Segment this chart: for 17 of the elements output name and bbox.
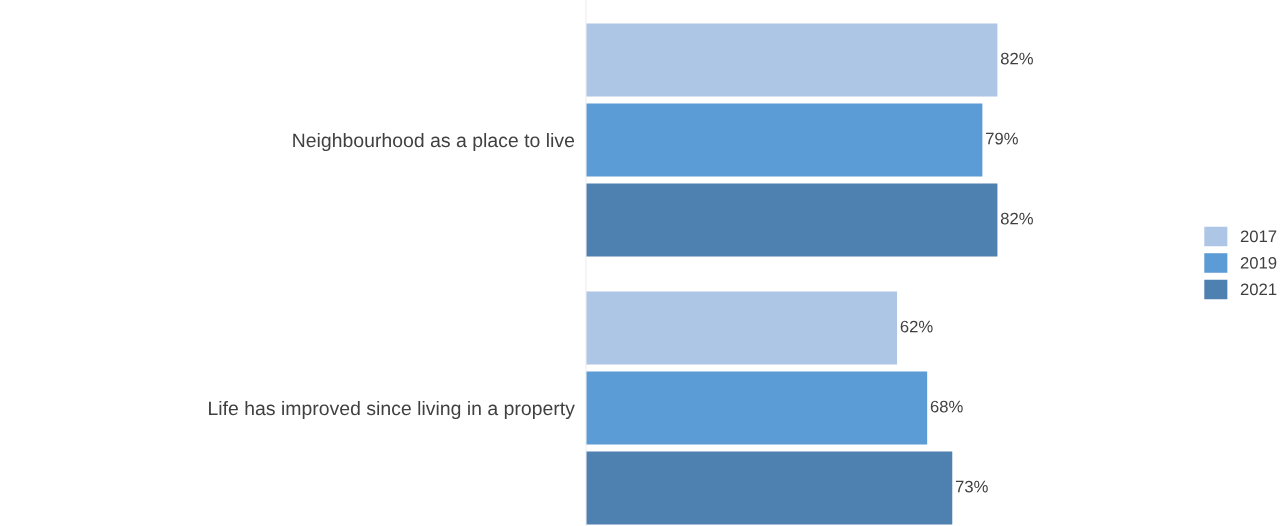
data-label: 68% xyxy=(930,400,963,413)
data-label: 62% xyxy=(900,320,933,333)
y-tick-label: Neighbourhood as a place to live xyxy=(293,132,575,152)
bar xyxy=(586,371,928,445)
legend-label: 2017 xyxy=(1240,230,1277,243)
data-label: 79% xyxy=(986,132,1018,145)
legend-label: 2021 xyxy=(1240,283,1277,296)
data-label: 82% xyxy=(1000,52,1033,65)
y-tick-label: Life has improved since living in a property xyxy=(209,400,575,420)
data-label: 73% xyxy=(955,480,988,493)
bar xyxy=(586,103,983,177)
legend-label: 2019 xyxy=(1240,256,1277,269)
bar xyxy=(586,183,998,257)
bar xyxy=(586,23,998,97)
data-label: 82% xyxy=(1000,212,1033,225)
bar xyxy=(586,451,953,525)
bar xyxy=(586,291,898,365)
